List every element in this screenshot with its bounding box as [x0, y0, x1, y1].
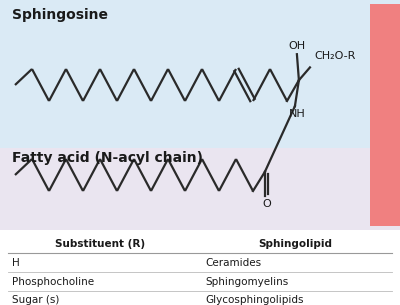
Text: Sugar (s): Sugar (s)	[12, 295, 59, 305]
Bar	[0, 148, 400, 230]
Text: Sphingolipid: Sphingolipid	[258, 239, 332, 249]
Bar	[370, 4, 400, 226]
Text: CH₂O-R: CH₂O-R	[314, 52, 355, 61]
Text: Glycosphingolipids: Glycosphingolipids	[205, 295, 304, 305]
Text: Sphingomyelins: Sphingomyelins	[205, 277, 288, 287]
Text: H: H	[12, 258, 20, 268]
Text: Fatty acid (N-acyl chain): Fatty acid (N-acyl chain)	[12, 151, 203, 165]
Text: Substituent (R): Substituent (R)	[55, 239, 145, 249]
Bar	[0, 0, 400, 148]
Text: Ceramides: Ceramides	[205, 258, 261, 268]
Text: NH: NH	[288, 109, 305, 119]
Text: OH: OH	[288, 41, 306, 51]
Text: Sphingosine: Sphingosine	[12, 8, 108, 22]
Text: Phosphocholine: Phosphocholine	[12, 277, 94, 287]
Text: O: O	[262, 199, 271, 209]
